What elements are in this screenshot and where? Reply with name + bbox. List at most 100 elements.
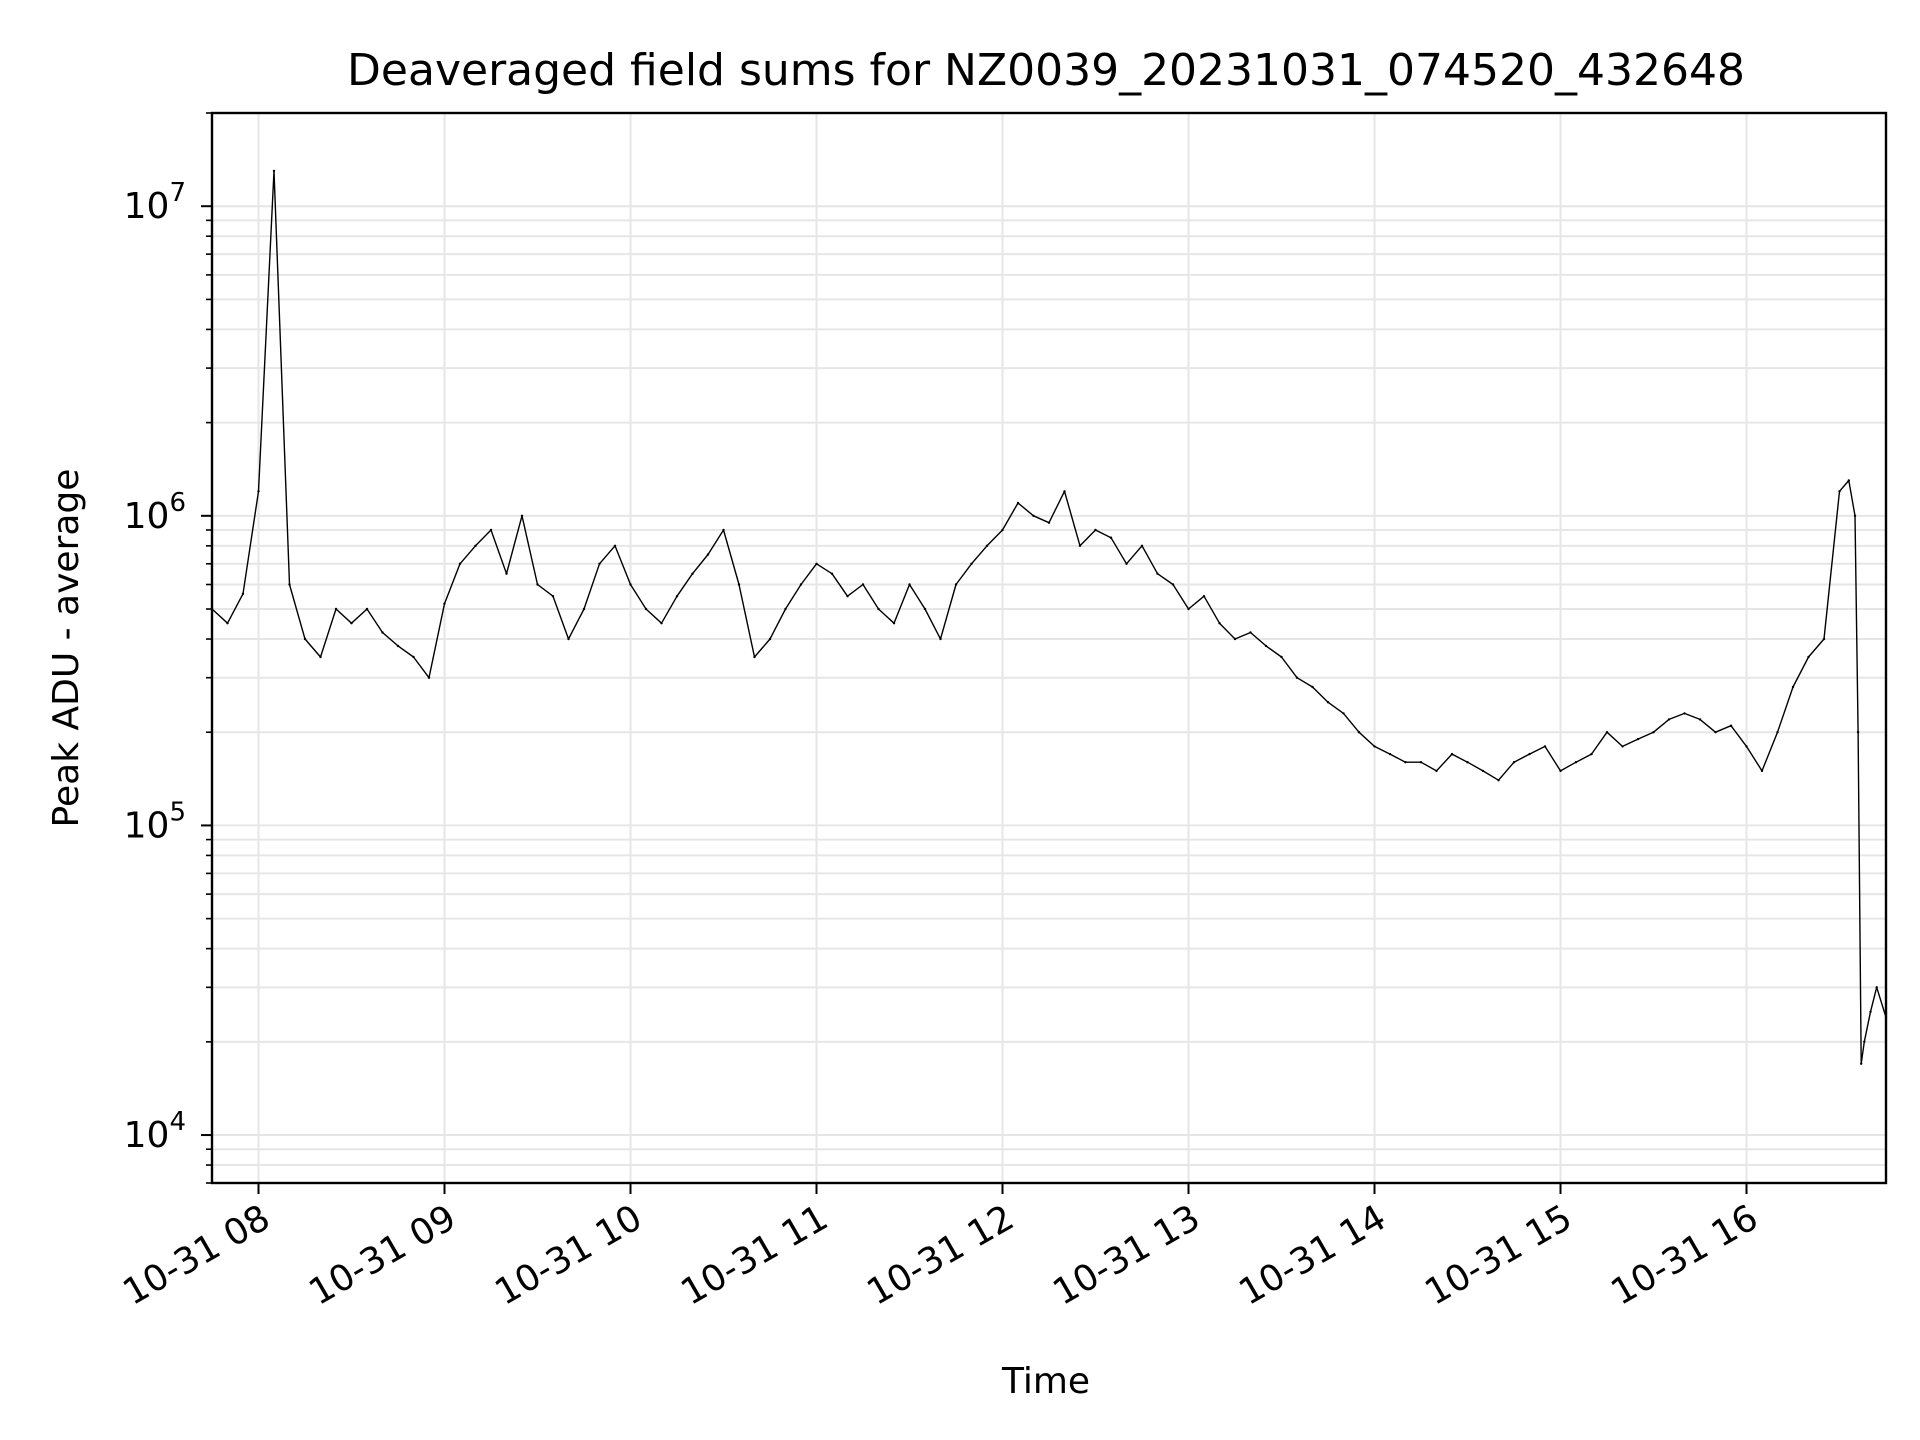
data-point <box>1295 676 1299 679</box>
data-point <box>288 583 291 586</box>
grid-lines <box>212 112 1886 1184</box>
data-point <box>1156 572 1159 575</box>
data-point <box>489 528 493 532</box>
data-point <box>1078 544 1082 547</box>
data-point <box>629 583 632 586</box>
data-point <box>350 622 353 625</box>
data-point <box>815 562 818 565</box>
data-point <box>1869 1010 1872 1013</box>
data-point <box>1280 655 1283 659</box>
data-point <box>954 583 958 586</box>
data-point <box>1856 731 1860 734</box>
data-point <box>1698 718 1702 721</box>
chart-title: Deaveraged field sums for NZ0039_2023103… <box>347 45 1745 96</box>
data-point <box>892 622 896 625</box>
data-point <box>1373 745 1376 748</box>
data-point <box>830 572 834 575</box>
data-point <box>1822 637 1826 641</box>
data-point <box>1807 655 1810 659</box>
data-point <box>722 528 725 532</box>
data-point <box>319 655 322 659</box>
data-point <box>474 544 477 547</box>
data-point <box>1063 490 1066 493</box>
data-point <box>1543 745 1547 748</box>
data-point <box>520 514 524 517</box>
data-point <box>1860 1062 1863 1065</box>
data-point <box>1605 731 1609 734</box>
data-point <box>1249 631 1252 634</box>
data-point <box>1559 769 1562 773</box>
data-point <box>303 637 307 641</box>
data-point <box>1264 644 1268 648</box>
data-point <box>1311 685 1314 689</box>
x-axis-label: Time <box>1001 1361 1090 1402</box>
y-tick-label: 106 <box>124 488 186 537</box>
data-point <box>1171 583 1175 586</box>
data-point <box>1218 622 1221 625</box>
y-tick-label: 104 <box>124 1107 186 1156</box>
data-point <box>768 637 772 641</box>
data-point <box>1326 701 1330 704</box>
data-point <box>1125 562 1128 565</box>
data-point <box>551 595 555 598</box>
data-point <box>1683 712 1686 715</box>
data-point <box>1667 718 1671 721</box>
data-point <box>1109 536 1113 539</box>
data-point <box>1714 731 1717 734</box>
data-point <box>1512 761 1516 764</box>
data-point <box>737 583 741 586</box>
data-point <box>1652 731 1655 734</box>
data-point <box>536 583 539 586</box>
data-point <box>1621 745 1624 748</box>
data-point <box>1388 752 1392 756</box>
data-point <box>582 607 586 611</box>
data-point <box>784 607 787 611</box>
data-point <box>908 583 911 586</box>
data-point <box>644 607 648 611</box>
data-point <box>334 607 338 611</box>
data-point <box>923 607 927 611</box>
data-point <box>458 562 462 565</box>
data-point <box>861 583 865 586</box>
data-point <box>1590 752 1593 756</box>
data-point <box>1419 761 1423 764</box>
data-point <box>1636 737 1640 741</box>
data-point <box>1776 731 1779 734</box>
data-point <box>1481 769 1485 773</box>
data-point <box>660 622 663 625</box>
data-point <box>1187 607 1190 611</box>
data-point <box>970 562 973 565</box>
data-point <box>1404 761 1407 764</box>
data-point <box>846 595 849 598</box>
data-point <box>985 544 989 547</box>
data-point <box>706 553 710 556</box>
y-tick-label: 105 <box>124 797 186 846</box>
data-point <box>427 676 431 679</box>
y-axis-ticks: 104 105 106 107 <box>124 112 212 1184</box>
data-point <box>226 622 229 625</box>
data-point <box>1745 745 1748 748</box>
series-line <box>211 170 1887 1065</box>
data-point <box>1760 769 1764 773</box>
data-point <box>1466 761 1469 764</box>
data-point <box>443 602 446 605</box>
data-point <box>939 637 942 641</box>
data-point <box>1357 731 1361 734</box>
data-point <box>1016 501 1020 505</box>
data-point <box>1094 528 1097 532</box>
data-point <box>505 572 508 575</box>
data-point <box>1047 521 1051 524</box>
data-point <box>1791 685 1795 689</box>
data-point <box>1875 986 1878 989</box>
data-point <box>1435 769 1438 773</box>
y-tick-label: 107 <box>124 178 186 227</box>
data-point <box>257 490 260 493</box>
data-point <box>1838 490 1841 493</box>
data-point <box>241 592 245 595</box>
data-point <box>412 655 415 659</box>
data-point <box>1729 724 1733 727</box>
data-point <box>1233 637 1237 641</box>
data-point <box>272 169 276 173</box>
